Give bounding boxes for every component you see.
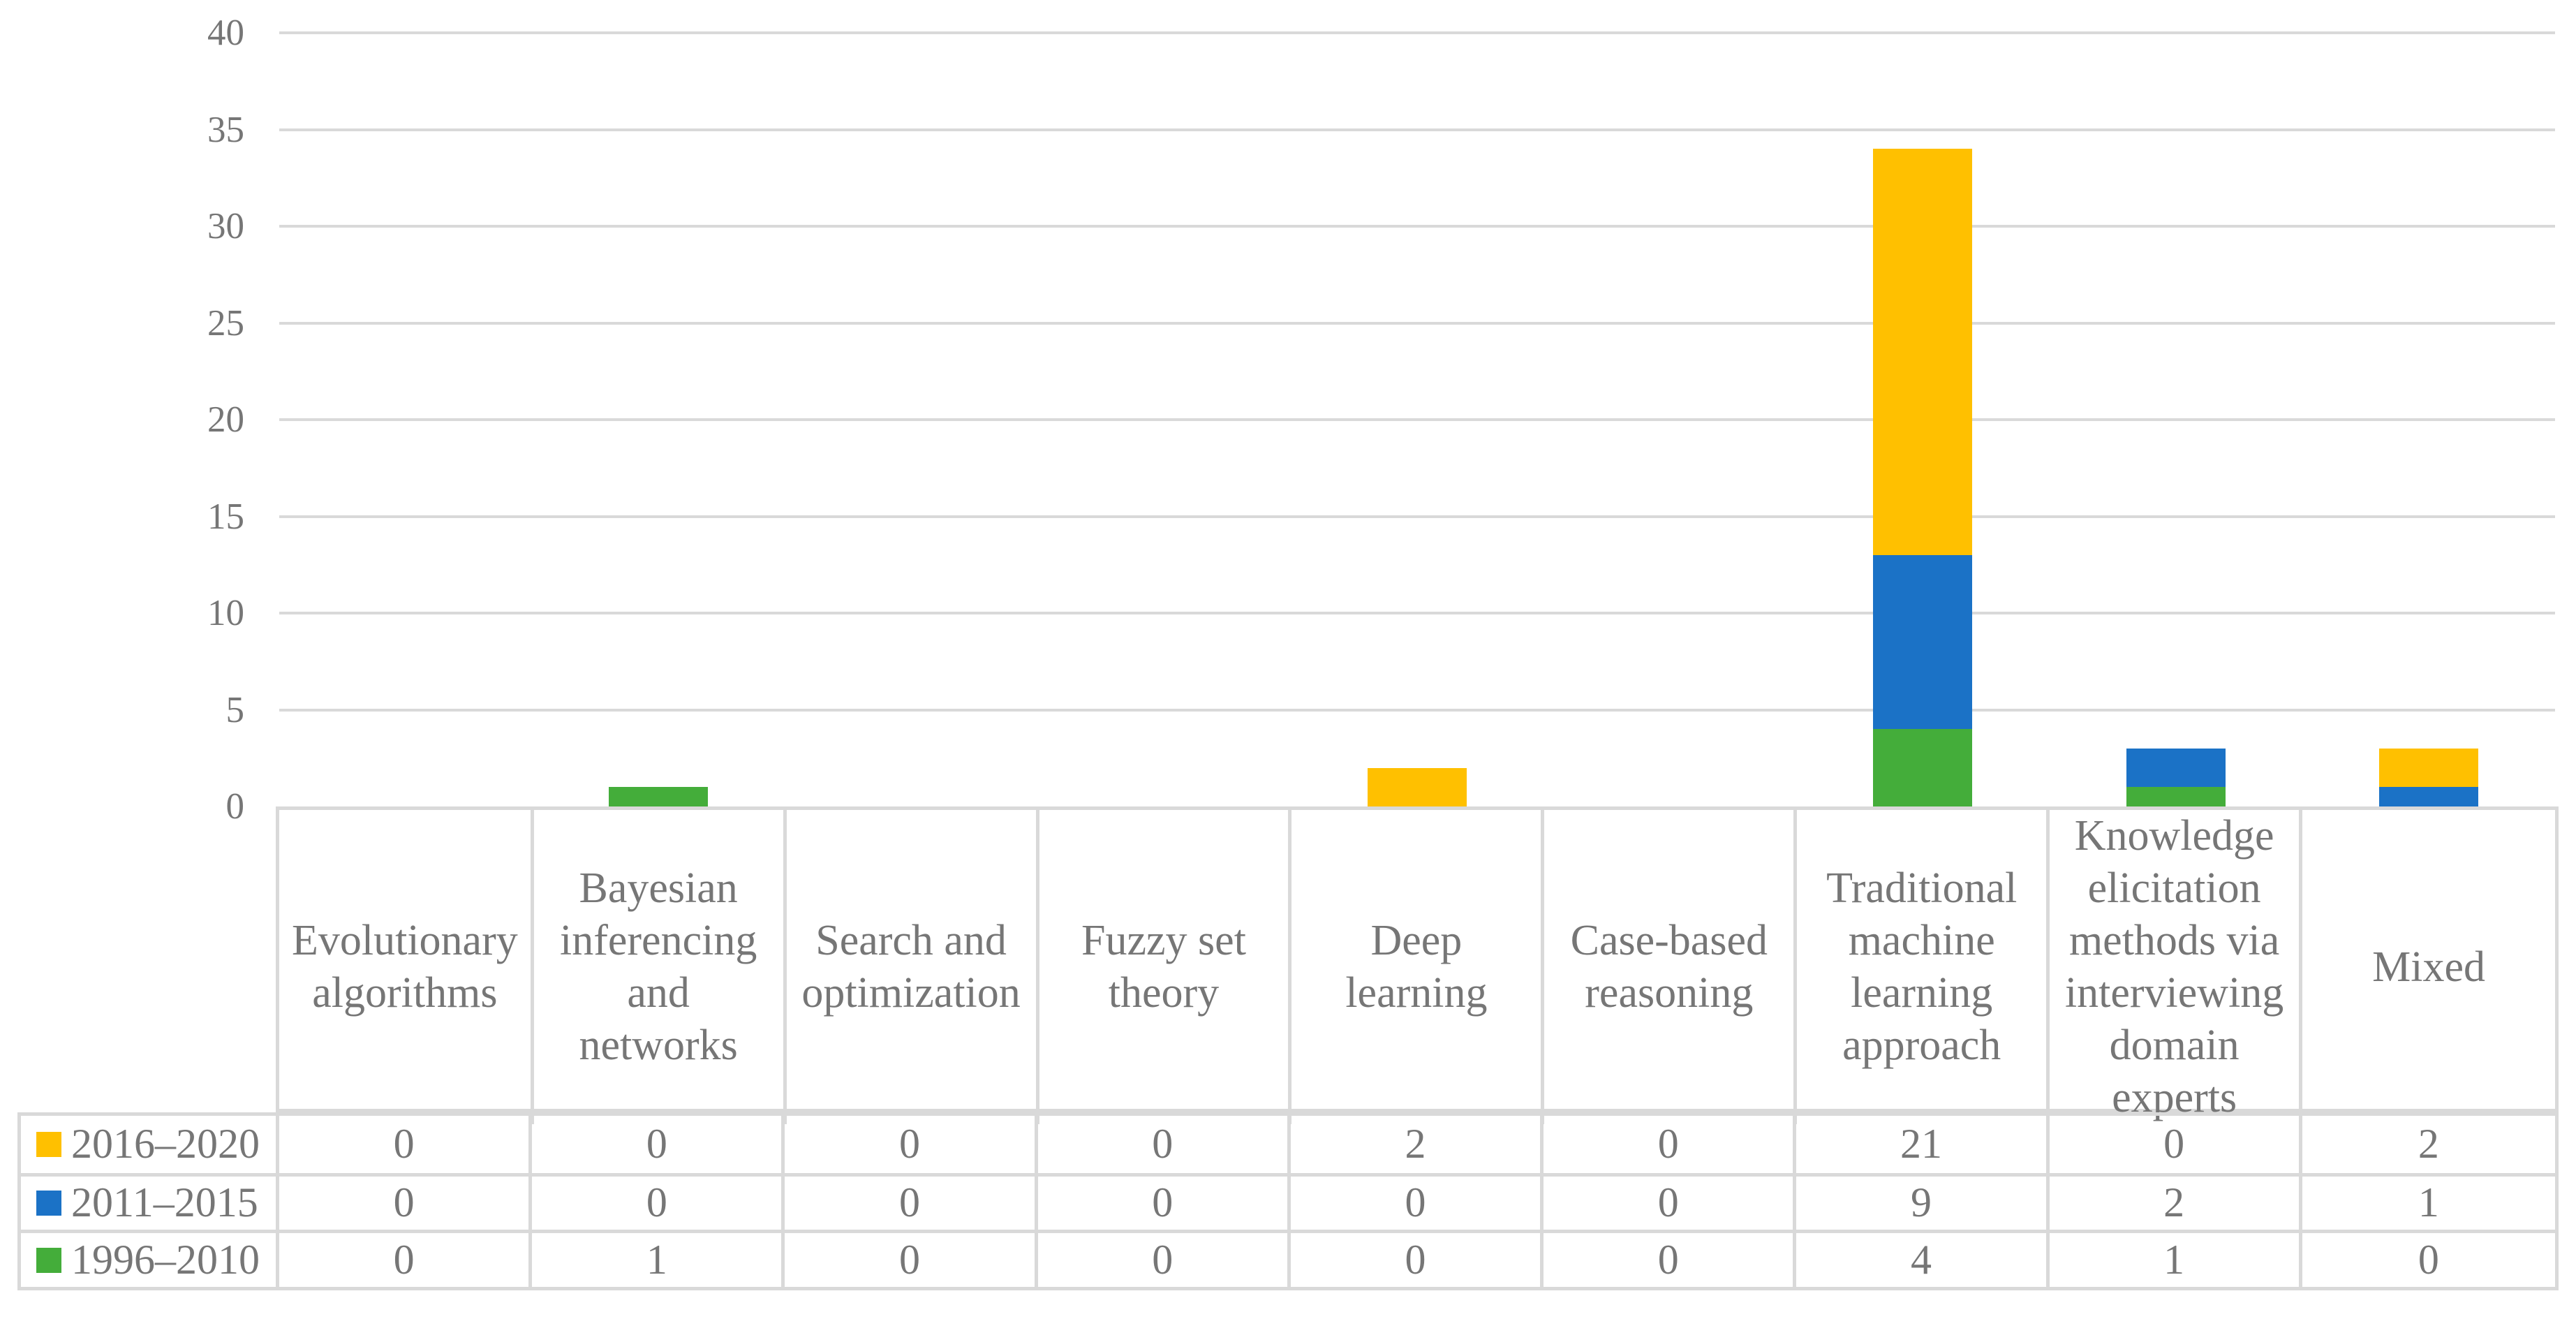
value-cell: 0: [1544, 1233, 1797, 1287]
value-cell: 0: [785, 1233, 1038, 1287]
bar-stack: [2378, 748, 2478, 806]
category-cell: Search and optimization: [787, 810, 1039, 1124]
y-tick-label: 20: [207, 399, 244, 440]
value-cell: 0: [785, 1116, 1038, 1173]
value-cell: 0: [1038, 1116, 1291, 1173]
category-cell: Fuzzy set theory: [1039, 810, 1292, 1124]
value-cell: 0: [532, 1176, 785, 1230]
bar-stack: [1368, 767, 1467, 806]
value-cell: 0: [532, 1116, 785, 1173]
legend-swatch: [36, 1131, 61, 1157]
legend-cell: 2011–2015: [21, 1176, 279, 1230]
bar-segment: [1873, 149, 1973, 555]
data-table-body: 2016–2020 0 0 0 0 2 0 21 0 2 2011–2015 0 0 0 0 0 0 9 2 1 199…: [17, 1112, 2559, 1290]
bar-segment: [2378, 748, 2478, 788]
bar-segment: [1873, 554, 1973, 730]
y-tick-label: 40: [207, 13, 244, 53]
bar-segment: [1368, 767, 1467, 806]
value-cell: 4: [1796, 1233, 2050, 1287]
gridline: [279, 418, 2555, 421]
value-cell: 9: [1796, 1176, 2050, 1230]
category-cell: Mixed: [2372, 943, 2485, 991]
table-row: 1996–2010 0 1 0 0 0 0 4 1 0: [21, 1230, 2555, 1287]
y-tick-label: 35: [207, 109, 244, 150]
bar-segment: [2378, 787, 2478, 806]
legend-label: 2011–2015: [71, 1179, 258, 1226]
table-row: 2016–2020 0 0 0 0 2 0 21 0 2: [21, 1116, 2555, 1173]
value-cell: 0: [2418, 1237, 2439, 1283]
value-cell: 0: [279, 1233, 533, 1287]
value-cell: 1: [2418, 1179, 2439, 1226]
value-cell: 0: [2050, 1116, 2302, 1173]
legend-label: 2016–2020: [71, 1121, 260, 1167]
value-cell: 0: [1544, 1176, 1797, 1230]
value-cell: 0: [1544, 1116, 1797, 1173]
gridline: [279, 225, 2555, 228]
bar-segment: [2126, 748, 2226, 788]
y-tick-label: 15: [207, 496, 244, 537]
y-tick-label: 0: [225, 786, 245, 827]
gridline: [279, 515, 2555, 518]
bar-stack: [1873, 149, 1973, 806]
value-cell: 2: [2418, 1121, 2439, 1167]
bar-segment: [1873, 729, 1973, 806]
gridline: [279, 31, 2555, 34]
gridline: [279, 128, 2555, 131]
legend-swatch: [36, 1247, 61, 1273]
value-cell: 21: [1796, 1116, 2050, 1173]
category-cell: Evolutionary algorithms: [279, 810, 534, 1124]
value-cell: 1: [2050, 1233, 2302, 1287]
gridline: [279, 321, 2555, 325]
value-cell: 0: [1291, 1233, 1544, 1287]
y-tick-label: 25: [207, 302, 244, 344]
bar-segment: [2126, 787, 2226, 806]
value-cell: 0: [1038, 1176, 1291, 1230]
bar-segment: [609, 787, 709, 806]
category-cell: Case-based reasoning: [1544, 810, 1798, 1124]
gridline: [279, 708, 2555, 712]
value-cell: 0: [1291, 1176, 1544, 1230]
value-cell: 1: [532, 1233, 785, 1287]
y-tick-label: 5: [225, 689, 245, 730]
plot-area: [279, 31, 2555, 806]
value-cell: 0: [279, 1176, 533, 1230]
legend-cell: 2016–2020: [21, 1116, 279, 1173]
legend-label: 1996–2010: [71, 1237, 260, 1283]
legend-swatch: [36, 1190, 61, 1216]
category-cell: Bayesian inferencing and networks: [534, 810, 787, 1124]
category-cell: Deep learning: [1291, 810, 1545, 1124]
bar-stack: [609, 787, 709, 806]
table-row: 2011–2015 0 0 0 0 0 0 9 2 1: [21, 1172, 2555, 1230]
category-header-row: Evolutionary algorithms Bayesian inferenc…: [276, 806, 2559, 1124]
value-cell: 0: [785, 1176, 1038, 1230]
category-cell: Traditional machine learning approach: [1797, 810, 2050, 1124]
value-cell: 2: [1291, 1116, 1544, 1173]
legend-cell: 1996–2010: [21, 1233, 279, 1287]
category-cell: Knowledge elicitation methods via interv…: [2050, 810, 2303, 1124]
value-cell: 0: [279, 1116, 533, 1173]
bar-stack: [2126, 748, 2226, 806]
value-cell: 0: [1038, 1233, 1291, 1287]
gridline: [279, 612, 2555, 614]
y-tick-label: 30: [207, 206, 244, 246]
y-tick-label: 10: [207, 593, 244, 633]
value-cell: 2: [2050, 1176, 2302, 1230]
